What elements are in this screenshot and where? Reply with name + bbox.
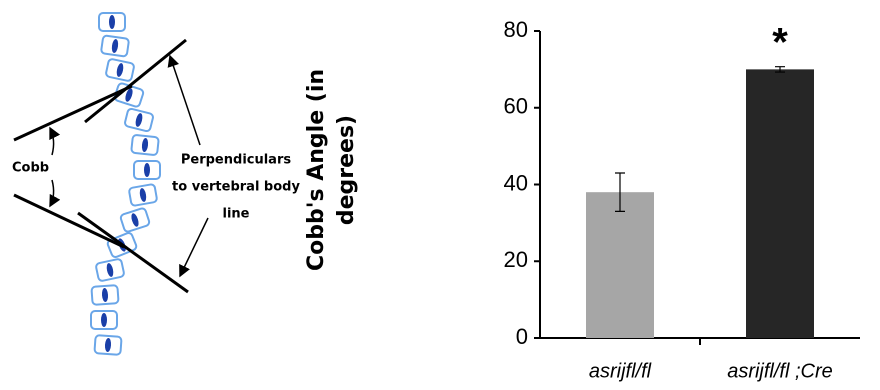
vertebra: [130, 133, 160, 157]
cobb-lines: [13, 38, 189, 294]
cobb-label: Cobb: [12, 161, 49, 176]
vertebra: [127, 182, 159, 208]
perp-label: to vertebral body: [172, 180, 300, 195]
vertebra: [98, 12, 126, 32]
y-tick-label: 40: [504, 170, 528, 195]
vertebra: [93, 334, 123, 356]
perp-label: Perpendiculars: [181, 153, 291, 168]
perp-label: line: [223, 207, 250, 222]
x-tick-label: asrijfl/fl ;Cre: [727, 360, 833, 382]
arrow: [49, 179, 61, 208]
y-tick-label: 60: [504, 94, 528, 119]
vertebra: [99, 34, 131, 58]
arrow: [167, 54, 201, 146]
vertebra: [104, 57, 136, 83]
y-axis-label: Cobb's Angle (in degrees): [304, 68, 359, 272]
cobb-line: [13, 193, 125, 249]
arrows: [49, 54, 209, 278]
error-bar: [775, 66, 785, 73]
vertebra: [133, 160, 161, 180]
vertebra: [118, 206, 152, 234]
perpendicular-line: [84, 38, 187, 124]
perpendicular-line: [77, 211, 189, 294]
significance-mark: *: [772, 20, 788, 64]
vertebra: [90, 310, 118, 330]
bar: [586, 192, 654, 338]
bar: [746, 69, 814, 338]
spine: [90, 12, 161, 356]
x-tick-label: asrijfl/fl: [589, 360, 652, 382]
y-tick-label: 80: [504, 17, 528, 42]
y-tick-label: 0: [516, 324, 528, 349]
vertebra: [90, 284, 120, 306]
error-bar: [615, 172, 625, 212]
vertebra: [123, 107, 155, 133]
cobb-line: [13, 84, 133, 142]
y-tick-label: 20: [504, 247, 528, 272]
arrow: [49, 126, 61, 156]
arrow: [179, 217, 209, 278]
vertebra: [94, 257, 126, 283]
